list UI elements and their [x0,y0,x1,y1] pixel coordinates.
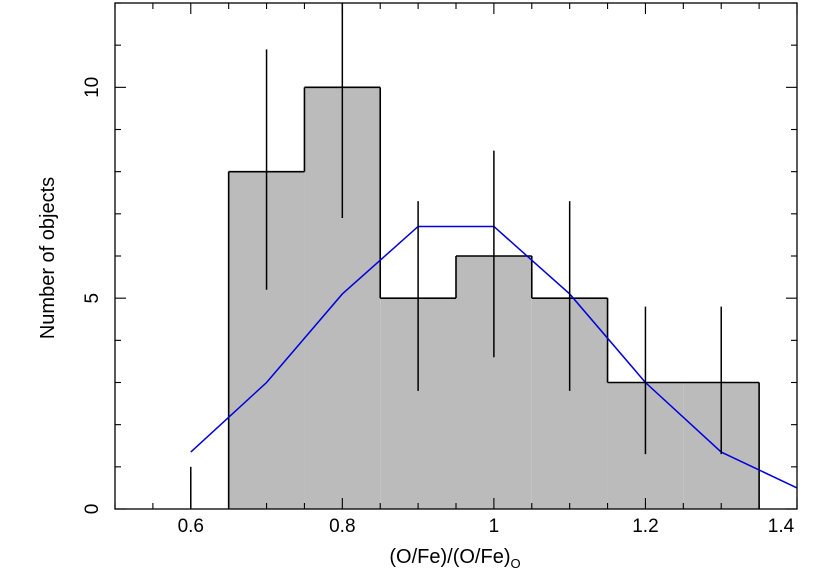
y-tick-label: 10 [82,77,103,98]
histogram-bars [227,86,760,509]
y-tick-label: 0 [82,504,103,515]
error-bars [190,3,722,509]
x-axis-title-main: (O/Fe)/(O/Fe) [389,546,510,568]
x-axis-title-subscript: O [510,556,520,571]
y-tick-labels: 0 5 10 [82,77,103,515]
x-tick-label: 1.2 [632,516,658,537]
x-tick-label: 1 [489,516,500,537]
axis-ticks [114,2,798,510]
x-tick-label: 0.8 [329,516,355,537]
x-axis-title: (O/Fe)/(O/Fe)O [389,546,520,571]
x-tick-label: 1.4 [768,516,795,537]
x-tick-label: 0.6 [178,516,204,537]
y-axis-title: Number of objects [37,177,59,339]
x-tick-labels: 0.6 0.8 1 1.2 1.4 [178,516,795,537]
y-tick-label: 5 [82,293,103,304]
